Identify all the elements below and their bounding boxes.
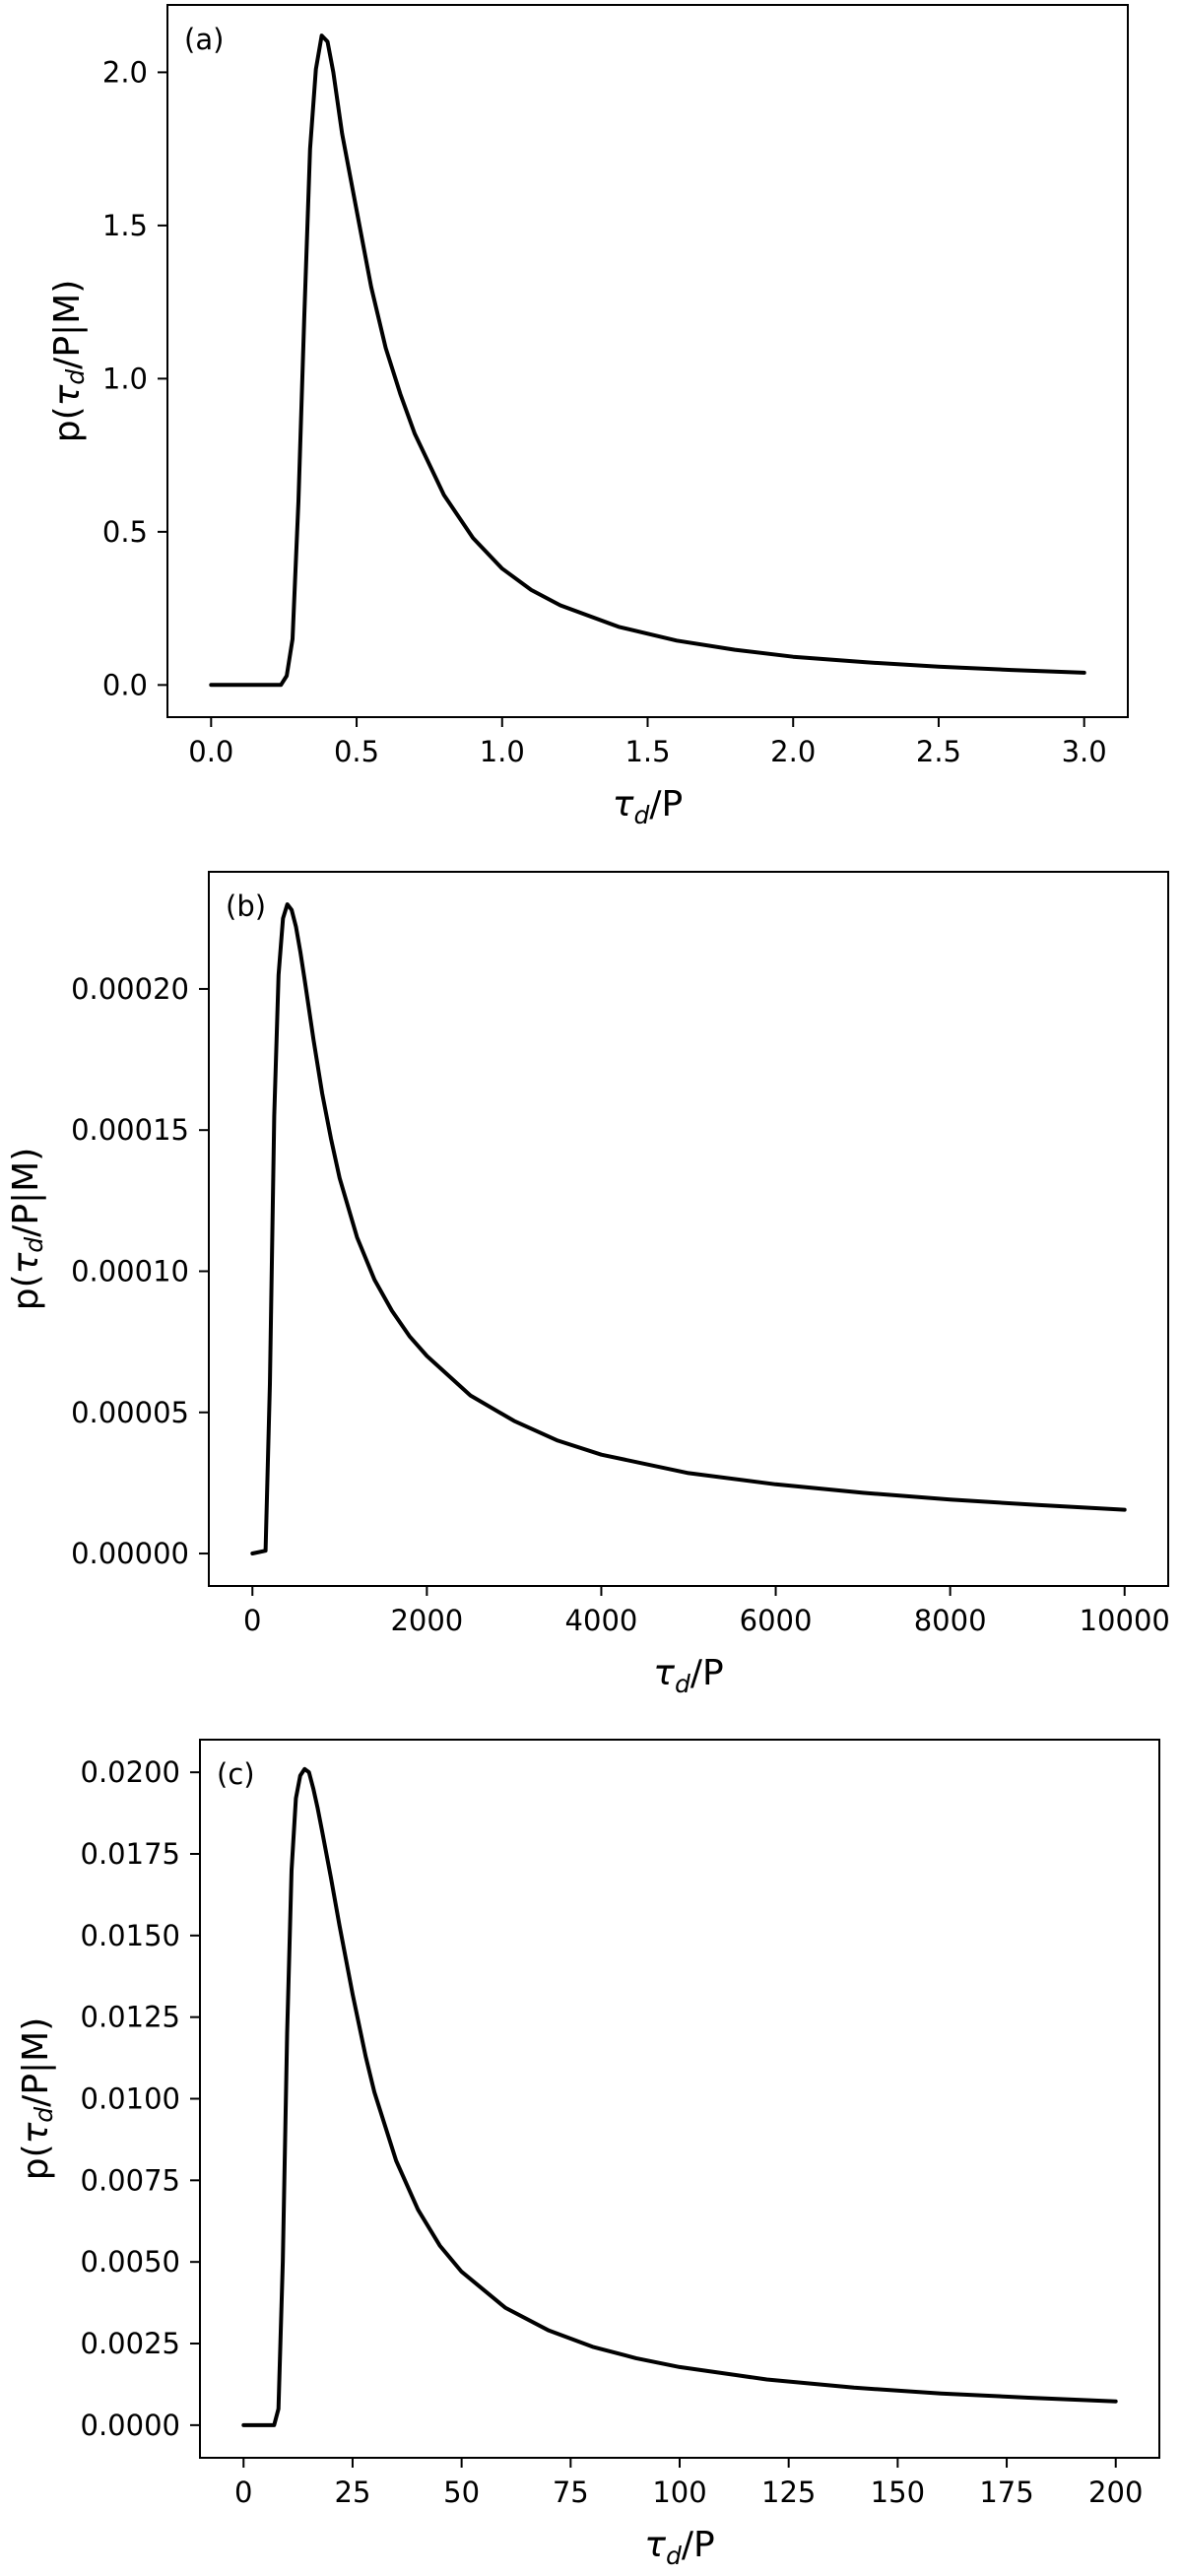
y-tick-label-b: 0.00005	[71, 1396, 189, 1429]
panel-b: 0 2000 4000 6000 8000 10000 0.00000 0.00005 0.00…	[6, 871, 1170, 1698]
y-tick-label-b: 0.00000	[71, 1537, 189, 1570]
x-tick-label-c: 75	[553, 2476, 589, 2509]
panel-label-b: (b)	[226, 890, 266, 923]
y-tick-label-b: 0.00010	[71, 1254, 189, 1288]
y-tick-label-c: 0.0000	[81, 2409, 180, 2442]
y-tick-label-c: 0.0075	[81, 2163, 180, 2197]
plot-frame-b	[208, 871, 1169, 1587]
panel-a: 0.0 0.5 1.0 1.5 2.0 2.5 3.0 0.0 0.5 1.0 1.5 2.0 τd/P…	[47, 4, 1129, 829]
y-tick-label-c: 0.0050	[81, 2245, 180, 2279]
y-axis-label-b: p(τd/P|M)	[6, 1148, 48, 1311]
x-tick-label-c: 50	[443, 2476, 480, 2509]
x-tick-label-c: 200	[1088, 2476, 1143, 2509]
panel-label-c: (c)	[217, 1757, 255, 1791]
y-tick-label-c: 0.0175	[81, 1837, 180, 1871]
y-tick-label-c: 0.0150	[81, 1919, 180, 1952]
x-tick-label-c: 25	[335, 2476, 371, 2509]
x-tick-label-a: 0.5	[334, 735, 379, 768]
x-tick-label-a: 2.0	[770, 735, 816, 768]
panel-c: 0 25 50 75 100 125 150 175 200 0.0000 0.0025 0.0050…	[16, 1739, 1160, 2570]
series-line-a	[209, 33, 1086, 688]
y-axis-label-a: p(τd/P|M)	[47, 280, 90, 443]
y-tick-label-c: 0.0200	[81, 1755, 180, 1789]
x-tick-label-b: 0	[243, 1604, 261, 1637]
plot-frame-c	[199, 1739, 1160, 2459]
y-tick-label-a: 1.0	[102, 362, 148, 395]
series-line-c	[241, 1766, 1118, 2427]
x-axis-label-c: τd/P	[644, 2525, 714, 2570]
y-tick-label-a: 2.0	[102, 55, 148, 89]
x-axis-label-a: τd/P	[613, 784, 683, 829]
y-tick-label-c: 0.0125	[81, 2001, 180, 2034]
x-tick-label-c: 125	[761, 2476, 816, 2509]
x-tick-label-a: 2.5	[916, 735, 961, 768]
y-tick-label-a: 1.5	[102, 209, 148, 242]
x-axis-label-b: τd/P	[653, 1653, 723, 1698]
x-tick-label-b: 6000	[740, 1604, 813, 1637]
y-tick-label-c: 0.0100	[81, 2082, 180, 2116]
x-tick-label-b: 10000	[1080, 1604, 1170, 1637]
x-tick-label-a: 1.0	[480, 735, 525, 768]
x-tick-label-b: 4000	[565, 1604, 638, 1637]
y-tick-label-a: 0.5	[102, 515, 148, 549]
x-tick-label-c: 150	[871, 2476, 925, 2509]
series-line-b	[250, 902, 1127, 1555]
x-tick-label-a: 0.0	[188, 735, 233, 768]
x-tick-label-c: 100	[652, 2476, 706, 2509]
y-tick-label-b: 0.00015	[71, 1113, 189, 1147]
y-tick-label-c: 0.0025	[81, 2327, 180, 2360]
x-tick-label-a: 1.5	[624, 735, 670, 768]
x-tick-label-c: 0	[234, 2476, 252, 2509]
x-tick-label-c: 175	[979, 2476, 1033, 2509]
x-tick-label-b: 2000	[390, 1604, 463, 1637]
x-tick-label-b: 8000	[914, 1604, 987, 1637]
y-tick-label-a: 0.0	[102, 668, 148, 701]
panel-label-a: (a)	[184, 23, 224, 56]
y-tick-label-b: 0.00020	[71, 972, 189, 1006]
y-axis-label-c: p(τd/P|M)	[16, 2017, 58, 2181]
x-tick-label-a: 3.0	[1062, 735, 1107, 768]
